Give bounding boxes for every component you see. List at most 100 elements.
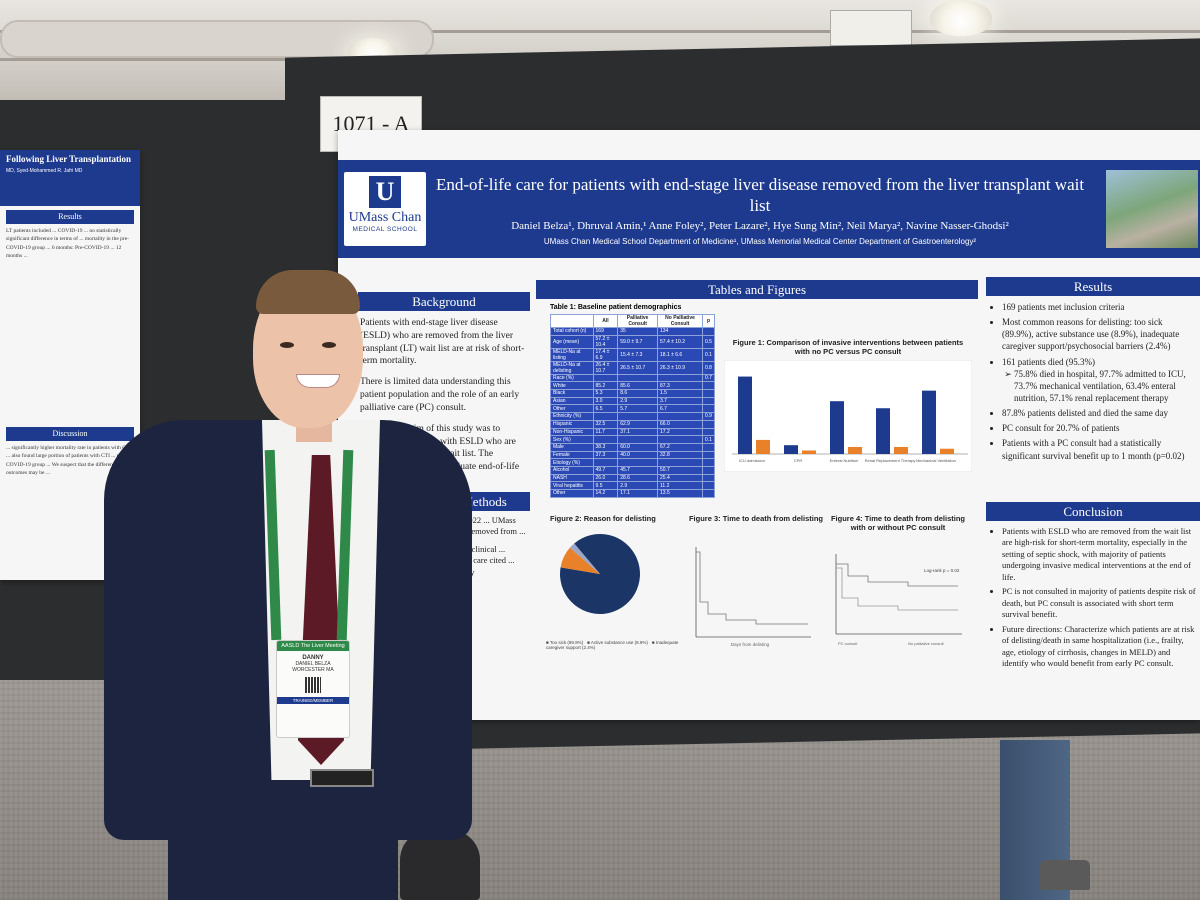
poster-affiliations: UMass Chan Medical School Department of … bbox=[543, 237, 977, 246]
bystander-shoe bbox=[1040, 860, 1090, 890]
table1-header-cell: All bbox=[592, 314, 619, 328]
table1-row: Age (mean) 57.2 ± 10.4 59.0 ± 9.7 57.4 ± 10… bbox=[550, 334, 715, 349]
figure4-survival-plot: Log-rank p = 0.02 PC consult No palliati… bbox=[835, 554, 962, 646]
table1-cell bbox=[702, 489, 715, 498]
table1-header-cell: Palliative Consult bbox=[617, 314, 658, 328]
table1-cell: 45.7 bbox=[617, 465, 658, 475]
table1-cell bbox=[617, 412, 658, 421]
table1-row: Viral hepatitis 9.5 2.9 11.2 bbox=[550, 481, 715, 490]
table1-cell: 8.6 bbox=[617, 389, 658, 398]
table1-cell bbox=[702, 473, 715, 483]
table1-cell: 25.4 bbox=[656, 473, 704, 483]
table1-cell: 0.7 bbox=[702, 373, 715, 383]
table1-row: Non-Hispanic 11.7 37.1 17.2 bbox=[550, 427, 715, 437]
table1-cell: 6.5 bbox=[592, 404, 619, 414]
table1-cell bbox=[702, 481, 715, 490]
table1-cell bbox=[702, 396, 715, 406]
table1-cell: 60.0 bbox=[617, 442, 658, 452]
badge-name: DANNY bbox=[302, 655, 324, 661]
figure1-bar bbox=[784, 445, 798, 454]
figure2-legend-item: ■ Inadequate caregiver support (2.4%) bbox=[546, 640, 679, 650]
results-item: Patients with a PC consult had a statist… bbox=[1002, 437, 1196, 461]
table1-cell: 11.2 bbox=[656, 481, 704, 490]
presenter-eye bbox=[280, 342, 294, 348]
table1-cell bbox=[592, 435, 619, 444]
conclusion-item: PC is not consulted in majority of patie… bbox=[1002, 586, 1196, 620]
table1-row: NASH 26.0 28.6 25.4 bbox=[550, 473, 715, 483]
table1-cell: Race (%) bbox=[550, 373, 594, 383]
table1-row: Total cohort (n) 169 35 134 bbox=[550, 327, 715, 336]
left-poster-title: Following Liver Transplantation bbox=[6, 154, 132, 164]
table1-header-cell bbox=[550, 314, 594, 328]
methods-p1: 2017 - 2022 ... UMass patients removed f… bbox=[440, 515, 526, 537]
figure2-legend: ■ Too sick (89.9%) ■ Active substance use… bbox=[546, 640, 686, 650]
conclusion-item: Future directions: Characterize which pa… bbox=[1002, 624, 1196, 670]
figure1-bar bbox=[876, 408, 890, 454]
table1-cell bbox=[656, 373, 704, 383]
ceiling-light bbox=[930, 0, 992, 36]
table1-cell: 169 bbox=[592, 327, 619, 336]
table1-cell bbox=[702, 442, 715, 452]
table1-cell: 17.1 bbox=[617, 489, 658, 498]
figure1-tick-label: Renal Replacement Therapy bbox=[865, 458, 916, 463]
table1-cell: Sex (%) bbox=[550, 435, 594, 444]
figure4-legend-pc: PC consult bbox=[838, 641, 858, 646]
table1-row: Ethnicity (%) 0.9 bbox=[550, 412, 715, 421]
table1-cell: 0.1 bbox=[702, 347, 715, 362]
table1-cell: Non-Hispanic bbox=[550, 427, 594, 437]
table1-cell bbox=[656, 435, 704, 444]
table1-cell: MELD-Na at delisting bbox=[550, 360, 594, 375]
results-item: 161 patients died (95.3%) 75.8% died in … bbox=[1002, 356, 1196, 405]
table1-row: Female 37.3 40.0 32.8 bbox=[550, 450, 715, 460]
table1: All Palliative Consult No Palliative Consu… bbox=[550, 314, 715, 498]
conclusion-item: Patients with ESLD who are removed from … bbox=[1002, 526, 1196, 583]
table1-cell: Ethnicity (%) bbox=[550, 412, 594, 421]
figure2-title: Figure 2: Reason for delisting bbox=[550, 514, 656, 523]
table1-cell: 49.7 bbox=[592, 465, 619, 475]
ceiling-vent bbox=[830, 10, 912, 46]
table1-cell: Total cohort (n) bbox=[550, 327, 594, 336]
figure1-bar bbox=[738, 376, 752, 454]
results-item: Most common reasons for delisting: too s… bbox=[1002, 316, 1196, 352]
logo-school: MEDICAL SCHOOL bbox=[352, 226, 418, 233]
table1-cell: NASH bbox=[550, 473, 594, 483]
table1-cell: 50.7 bbox=[656, 465, 704, 475]
table1-cell: 5.7 bbox=[617, 404, 658, 414]
table1-cell: Other bbox=[550, 404, 594, 414]
table1-cell: 66.0 bbox=[656, 419, 704, 429]
figure1-tick-label: Enteral Nutrition bbox=[830, 458, 859, 463]
table1-cell: 134 bbox=[656, 327, 704, 336]
left-results-text: LT patients included ... COVID-19 ... no… bbox=[6, 228, 129, 259]
table1-cell bbox=[702, 381, 715, 391]
badge-type: TRAINEE/MEMBER bbox=[277, 697, 349, 704]
table1-cell: 40.0 bbox=[617, 450, 658, 460]
figure4-legend-nopc: No palliative consult bbox=[908, 641, 944, 646]
name-badge: AASLD The Liver Meeting DANNY DANIEL BEL… bbox=[276, 640, 350, 738]
left-discussion-heading: Discussion bbox=[6, 427, 134, 441]
poster-title: End-of-life care for patients with end-s… bbox=[435, 175, 1085, 216]
conclusion-heading: Conclusion bbox=[986, 502, 1200, 521]
table1-cell: 3.7 bbox=[656, 396, 704, 406]
figure3-xlabel: Days from delisting bbox=[731, 642, 770, 647]
table1-cell: 87.3 bbox=[656, 381, 704, 391]
table1-cell: 0.1 bbox=[702, 435, 715, 444]
results-heading: Results bbox=[986, 277, 1200, 296]
table1-cell: 6.7 bbox=[656, 404, 704, 414]
figure1-bar bbox=[848, 446, 862, 454]
table1-cell: Black bbox=[550, 389, 594, 398]
table1-cell bbox=[592, 412, 619, 421]
table1-row: Alcohol 49.7 45.7 50.7 bbox=[550, 465, 715, 475]
table1-row: Asian 3.0 2.9 3.7 bbox=[550, 396, 715, 406]
badge-subtitle: DANIEL BELZA bbox=[295, 661, 331, 667]
table1-row: MELD-Na at listing 17.4 ± 6.9 15.4 ± 7.3 18… bbox=[550, 347, 715, 362]
table1-cell bbox=[592, 458, 619, 467]
table1-row: Other 6.5 5.7 6.7 bbox=[550, 404, 715, 414]
table1-cell: 2.9 bbox=[617, 481, 658, 490]
table1-cell: 26.3 ± 10.9 bbox=[656, 360, 704, 375]
table1-cell bbox=[656, 458, 704, 467]
figure1-bar bbox=[802, 450, 816, 454]
table1-cell: Viral hepatitis bbox=[550, 481, 594, 490]
table1-cell bbox=[702, 458, 715, 467]
results-body: 169 patients met inclusion criteria Most… bbox=[986, 296, 1200, 470]
table1-cell bbox=[617, 373, 658, 383]
